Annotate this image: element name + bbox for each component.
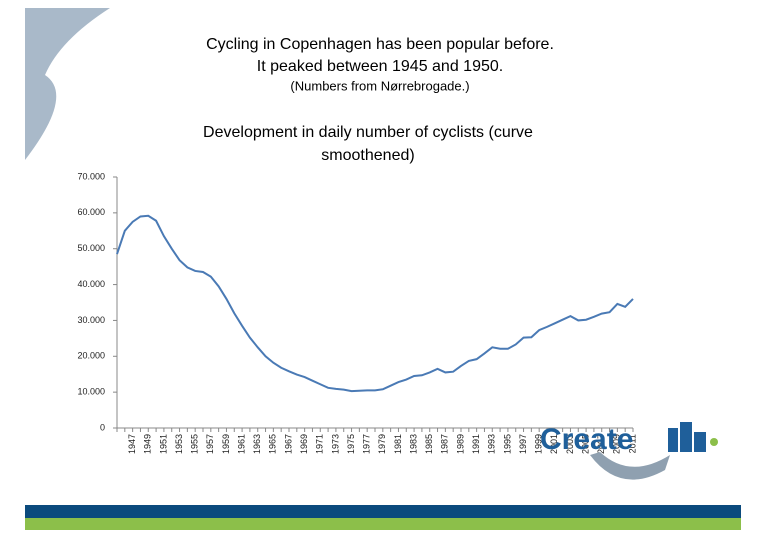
x-tick-label: 1977 bbox=[362, 434, 372, 454]
x-tick-label: 1973 bbox=[330, 434, 340, 454]
x-tick-label: 1959 bbox=[221, 434, 231, 454]
x-tick-label: 1995 bbox=[502, 434, 512, 454]
x-tick-label: 1989 bbox=[455, 434, 465, 454]
y-tick-label: 60.000 bbox=[77, 207, 105, 217]
x-tick-label: 1949 bbox=[143, 434, 153, 454]
footer-bar bbox=[25, 518, 741, 530]
chart-title: smoothened) bbox=[321, 147, 414, 164]
x-tick-label: 1975 bbox=[346, 434, 356, 454]
x-tick-label: 1965 bbox=[268, 434, 278, 454]
y-tick-label: 0 bbox=[100, 422, 105, 432]
logo-text: Create bbox=[540, 423, 633, 456]
x-tick-label: 1971 bbox=[315, 434, 325, 454]
x-tick-label: 1947 bbox=[127, 434, 137, 454]
x-tick-label: 1967 bbox=[283, 434, 293, 454]
x-tick-label: 1999 bbox=[534, 434, 544, 454]
heading-line: Cycling in Copenhagen has been popular b… bbox=[206, 36, 554, 53]
x-tick-label: 1963 bbox=[252, 434, 262, 454]
note: (Numbers from Nørrebrogade.) bbox=[290, 78, 469, 93]
data-line bbox=[116, 214, 634, 393]
corner-shape bbox=[25, 8, 110, 160]
y-tick-label: 10.000 bbox=[77, 387, 105, 397]
x-tick-label: 2003 bbox=[565, 434, 575, 454]
x-tick-label: 1985 bbox=[424, 434, 434, 454]
x-tick-label: 1983 bbox=[408, 434, 418, 454]
logo-building bbox=[680, 422, 692, 452]
x-tick-label: 2007 bbox=[596, 434, 606, 454]
chart-title: Development in daily number of cyclists … bbox=[203, 124, 533, 141]
x-tick-label: 2011 bbox=[627, 434, 637, 453]
logo-building bbox=[694, 432, 706, 452]
logo: Create bbox=[540, 422, 718, 480]
x-tick-label: 1961 bbox=[236, 434, 246, 454]
footer-bar bbox=[25, 505, 741, 518]
x-tick-label: 1969 bbox=[299, 434, 309, 454]
x-tick-label: 1951 bbox=[158, 434, 168, 454]
logo-road bbox=[590, 452, 670, 480]
logo-building bbox=[668, 428, 678, 452]
x-tick-label: 1955 bbox=[190, 434, 200, 454]
x-tick-label: 2001 bbox=[549, 434, 559, 454]
x-tick-label: 1979 bbox=[377, 434, 387, 454]
y-tick-label: 30.000 bbox=[77, 315, 105, 325]
plot: 0 10.000 20.000 30.000 40.000 50.000 60.000 70.… bbox=[77, 171, 637, 454]
x-tick-label: 2005 bbox=[580, 434, 590, 454]
y-tick-label: 50.000 bbox=[77, 243, 105, 253]
x-tick-label: 1997 bbox=[518, 434, 528, 454]
x-tick-label: 1957 bbox=[205, 434, 215, 454]
x-tick-label: 2009 bbox=[612, 434, 622, 454]
y-tick-label: 40.000 bbox=[77, 279, 105, 289]
x-tick-label: 1987 bbox=[440, 434, 450, 454]
y-tick-label: 70.000 bbox=[77, 171, 105, 181]
logo-tree bbox=[710, 438, 718, 446]
x-tick-label: 1993 bbox=[487, 434, 497, 454]
x-tick-label: 1953 bbox=[174, 434, 184, 454]
heading-line: It peaked between 1945 and 1950. bbox=[257, 58, 503, 75]
y-tick-label: 20.000 bbox=[77, 351, 105, 361]
x-tick-label: 1981 bbox=[393, 434, 403, 454]
x-tick-label: 1991 bbox=[471, 434, 481, 454]
